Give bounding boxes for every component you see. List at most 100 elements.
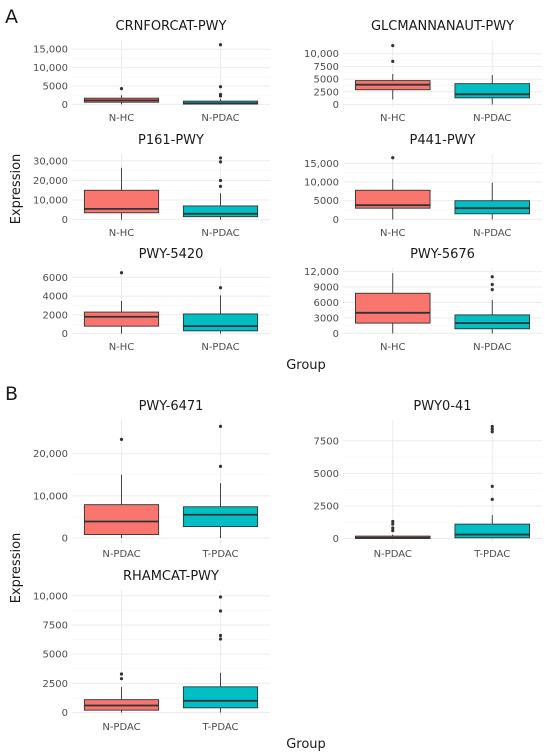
box-rect bbox=[454, 83, 531, 99]
box-N-PDAC bbox=[83, 672, 160, 713]
box-N-HC bbox=[354, 43, 431, 100]
y-tick-label: 0 bbox=[333, 329, 339, 340]
box-N-HC bbox=[83, 271, 160, 334]
subplot-title: PWY-5676 bbox=[410, 247, 475, 262]
outlier-point bbox=[391, 519, 395, 524]
y-tick-label: 15,000 bbox=[304, 159, 339, 170]
outlier-point bbox=[391, 522, 395, 526]
y-tick-label: 7500 bbox=[314, 436, 339, 447]
y-tick-label: 7500 bbox=[43, 621, 68, 632]
box-rect bbox=[354, 189, 431, 209]
y-tick-label: 10,000 bbox=[33, 196, 68, 207]
panel-a-y-axis-label: Expression bbox=[9, 154, 24, 225]
panel-letter-b: B bbox=[5, 383, 18, 405]
x-tick-label: N-HC bbox=[380, 228, 406, 239]
box-rect bbox=[454, 523, 531, 539]
y-tick-label: 5000 bbox=[43, 82, 68, 93]
outlier-point bbox=[490, 484, 494, 488]
outlier-point bbox=[218, 92, 223, 97]
box-N-PDAC bbox=[354, 519, 431, 539]
x-tick-label: N-HC bbox=[380, 113, 406, 124]
subplot-title: PWY0-41 bbox=[413, 399, 471, 414]
y-tick-label: 4000 bbox=[43, 292, 68, 303]
y-tick-label: 5000 bbox=[314, 469, 339, 480]
outlier-point bbox=[218, 43, 223, 47]
y-tick-label: 0 bbox=[62, 329, 68, 340]
box-T-PDAC bbox=[182, 595, 259, 713]
y-tick-label: 10,000 bbox=[304, 178, 339, 189]
outlier-point bbox=[218, 184, 223, 188]
x-tick-label: N-PDAC bbox=[473, 113, 511, 124]
box-rect bbox=[182, 205, 259, 218]
x-tick-label: T-PDAC bbox=[201, 722, 238, 733]
subplot-9: RHAMCAT-PWY 0 2500 5000 7500 10,000 N-PDAC T-PD… bbox=[33, 569, 270, 733]
subplot-4: P441-PWY 0 5000 10,000 15,000 N-HC N-PDAC bbox=[304, 133, 542, 239]
y-tick-label: 0 bbox=[62, 708, 68, 719]
x-tick-label: N-PDAC bbox=[201, 113, 239, 124]
subplot-title: PWY-5420 bbox=[139, 247, 204, 262]
y-tick-label: 5000 bbox=[314, 75, 339, 86]
y-tick-label: 2500 bbox=[43, 679, 68, 690]
y-tick-label: 2000 bbox=[43, 310, 68, 321]
y-tick-label: 7500 bbox=[314, 62, 339, 73]
subplot-title: GLCMANNANAUT-PWY bbox=[371, 19, 514, 34]
y-tick-label: 5000 bbox=[43, 650, 68, 661]
outlier-point bbox=[391, 59, 395, 63]
y-tick-label: 10,000 bbox=[33, 491, 68, 502]
box-N-PDAC bbox=[83, 437, 160, 538]
outlier-point bbox=[490, 430, 494, 434]
y-tick-label: 9000 bbox=[314, 283, 339, 294]
y-tick-label: 0 bbox=[333, 100, 339, 111]
y-tick-label: 5000 bbox=[314, 196, 339, 207]
x-tick-label: N-PDAC bbox=[102, 549, 140, 560]
box-T-PDAC bbox=[454, 424, 531, 539]
subplot-title: RHAMCAT-PWY bbox=[123, 569, 219, 584]
outlier-point bbox=[218, 160, 223, 164]
outlier-point bbox=[490, 275, 494, 279]
outlier-point bbox=[218, 85, 223, 89]
outlier-point bbox=[119, 437, 124, 441]
y-tick-label: 20,000 bbox=[33, 176, 68, 187]
box-rect bbox=[454, 200, 531, 215]
subplot-8: PWY0-41 0 2500 5000 7500 N-PDAC T-PDAC bbox=[314, 399, 542, 560]
subplot-title: CRNFORCAT-PWY bbox=[116, 19, 227, 34]
subplot-title: P441-PWY bbox=[410, 133, 476, 148]
box-N-PDAC bbox=[454, 275, 531, 334]
outlier-point bbox=[218, 286, 223, 290]
box-rect bbox=[83, 189, 160, 214]
x-tick-label: N-PDAC bbox=[473, 228, 511, 239]
subplot-1: CRNFORCAT-PWY 0 5000 10,000 15,000 N-HC N-PDAC bbox=[33, 19, 270, 124]
box-rect bbox=[83, 504, 160, 536]
x-tick-label: N-PDAC bbox=[374, 549, 412, 560]
y-tick-label: 0 bbox=[333, 215, 339, 226]
y-tick-label: 6000 bbox=[314, 298, 339, 309]
box-N-PDAC bbox=[454, 75, 531, 105]
outlier-point bbox=[119, 672, 124, 676]
outlier-point bbox=[490, 282, 494, 287]
y-tick-label: 10,000 bbox=[33, 591, 68, 602]
y-tick-label: 3000 bbox=[314, 313, 339, 324]
outlier-point bbox=[218, 633, 223, 638]
panel-a-x-axis-label: Group bbox=[286, 358, 326, 373]
box-rect bbox=[454, 314, 531, 330]
box-N-PDAC bbox=[182, 286, 259, 334]
subplot-5: PWY-5420 0 2000 4000 6000 N-HC N-PDAC bbox=[43, 247, 270, 353]
y-tick-label: 2500 bbox=[314, 501, 339, 512]
outlier-point bbox=[119, 86, 124, 91]
y-tick-label: 30,000 bbox=[33, 156, 68, 167]
box-rect bbox=[354, 292, 431, 324]
outlier-point bbox=[218, 637, 223, 641]
box-N-HC bbox=[354, 273, 431, 334]
y-tick-label: 10,000 bbox=[33, 63, 68, 74]
outlier-point bbox=[218, 156, 223, 160]
outlier-point bbox=[119, 677, 124, 681]
y-tick-label: 0 bbox=[333, 534, 339, 545]
x-tick-label: N-HC bbox=[380, 342, 406, 353]
box-N-PDAC bbox=[182, 43, 259, 105]
box-N-HC bbox=[354, 156, 431, 220]
box-T-PDAC bbox=[182, 424, 259, 538]
box-rect bbox=[182, 686, 259, 709]
outlier-point bbox=[218, 464, 223, 468]
outlier-point bbox=[218, 595, 223, 599]
